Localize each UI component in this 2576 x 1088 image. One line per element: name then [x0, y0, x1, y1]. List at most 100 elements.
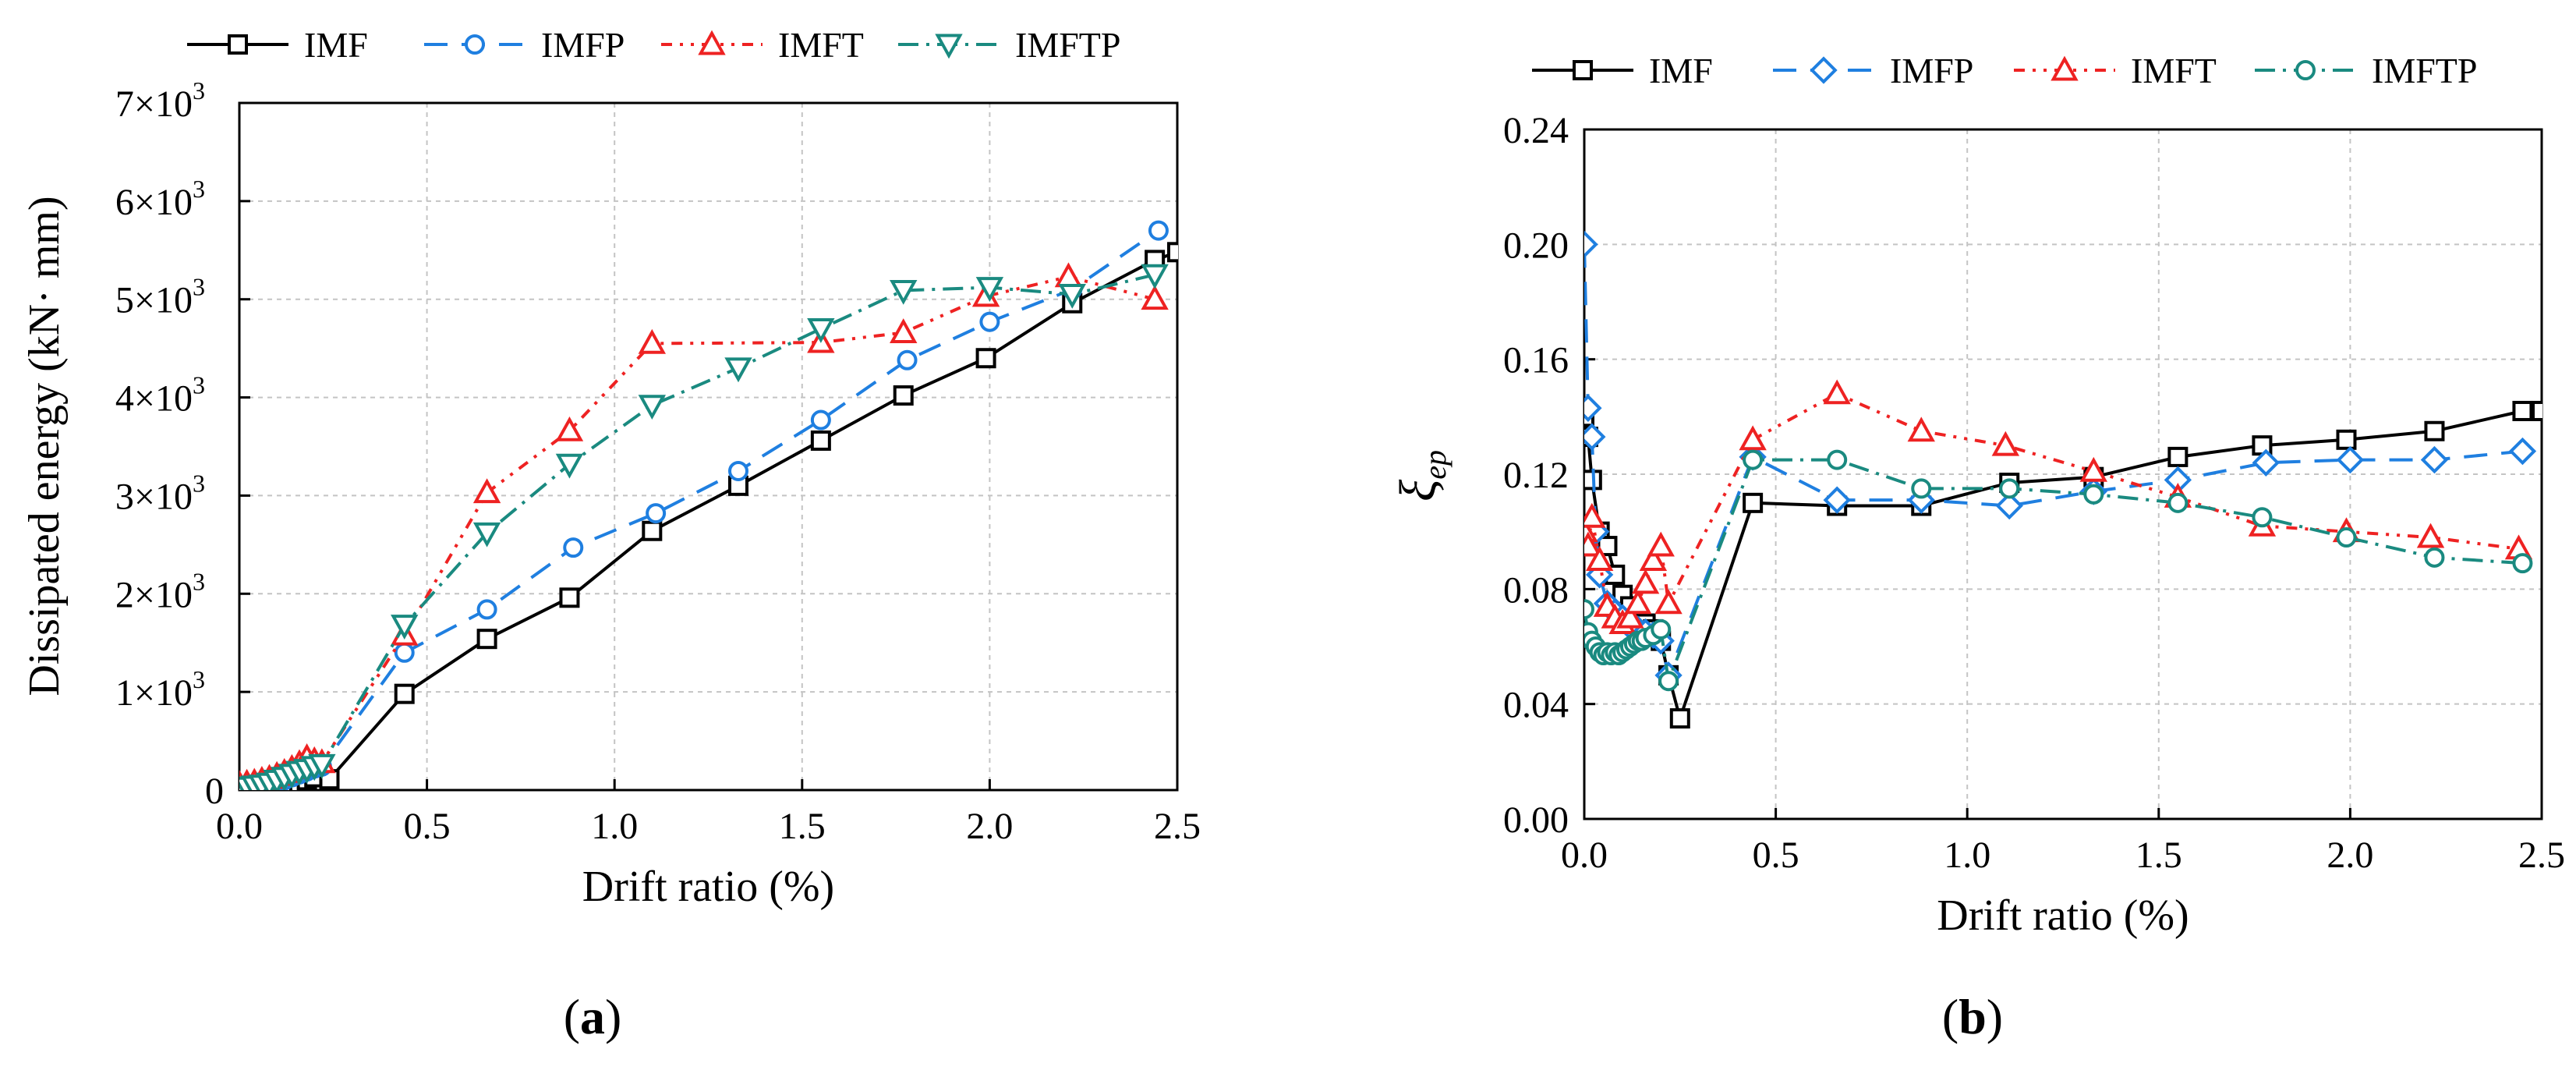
data-point-imft: [890, 318, 918, 343]
x-axis-title: Drift ratio (%): [582, 863, 834, 911]
data-point-imf: [975, 348, 996, 369]
legend-marker-imf: [1573, 60, 1593, 80]
x-tick-label: 0.5: [404, 806, 451, 847]
data-point-imfp: [2508, 437, 2537, 466]
panel-label-letter: b: [1959, 989, 1987, 1044]
data-point-imft: [1654, 589, 1683, 615]
data-point-imftp: [472, 522, 501, 548]
data-point-imft: [1624, 589, 1652, 615]
data-point-imfp: [727, 460, 748, 481]
y-tick-base: 3×10: [115, 476, 193, 517]
data-point-imfp: [1584, 423, 1606, 451]
x-tick-label: 1.0: [591, 806, 638, 847]
data-point-imfp: [1148, 220, 1169, 241]
series-imf: [1584, 400, 2542, 729]
data-point-imft: [2079, 456, 2107, 482]
data-point-imfp: [810, 409, 831, 431]
data-point-imft: [472, 478, 501, 504]
x-tick-label: 1.0: [1944, 835, 1990, 876]
legend-label-imfp: IMFP: [1890, 51, 1973, 90]
y-axis-title-subscript: ep: [1417, 450, 1453, 480]
data-point-imftp: [308, 753, 336, 779]
y-tick-label: 0.20: [1503, 225, 1569, 266]
panel-label-paren: (: [1942, 989, 1959, 1044]
data-point-imf: [810, 430, 831, 451]
data-point-imft: [1616, 603, 1644, 629]
legend: IMF IMFP IMFT IMFTP: [1532, 51, 2477, 90]
panel-label-letter: a: [580, 989, 605, 1044]
y-tick-label: 0.24: [1503, 110, 1569, 151]
chart-panel-b: 0.0 0.5 1.0 1.5 2.0 2.5 0.00 0.04 0.08 0.12 0.16 0.…: [1389, 51, 2565, 1044]
data-point-imftp: [2424, 547, 2445, 568]
data-point-imfp: [476, 599, 497, 620]
data-point-imftp: [807, 318, 835, 343]
series-imftp: [239, 264, 1169, 790]
data-point-imf: [1743, 492, 1764, 513]
y-axis-title-main: Dissipated energy (kN· mm): [20, 196, 69, 696]
data-point-imftp: [391, 615, 419, 640]
data-point-imf: [1597, 536, 1618, 557]
data-point-imftp: [1911, 478, 1932, 499]
data-point-imftp: [1743, 449, 1764, 470]
data-point-imftp: [1584, 599, 1594, 620]
data-point-imf: [559, 587, 580, 608]
y-axis-title-main: ξ: [1389, 479, 1446, 501]
x-tick-label: 1.5: [779, 806, 826, 847]
data-point-imf: [642, 520, 663, 541]
data-point-imft: [1631, 569, 1660, 594]
series-imfp: [239, 220, 1169, 790]
series-line-imftp: [1584, 458, 2523, 683]
x-axis-title: Drift ratio (%): [1937, 891, 2189, 940]
data-point-imf: [2167, 446, 2189, 467]
legend-label-imfp: IMFP: [541, 25, 625, 65]
y-tick-label: 0.12: [1503, 455, 1569, 496]
legend-marker-imft: [2051, 55, 2079, 81]
x-tick-label: 2.5: [2518, 835, 2565, 876]
data-point-imft: [1584, 502, 1606, 528]
data-point-imft: [2416, 523, 2445, 548]
data-point-imft: [1907, 416, 1935, 442]
data-point-imftp: [1058, 283, 1086, 309]
chart-panel-a: 0.0 0.5 1.0 1.5 2.0 2.501×1032×1033×1034×1035…: [20, 25, 1201, 1044]
data-point-imftp: [1827, 449, 1848, 470]
data-point-imft: [1141, 285, 1169, 310]
legend-marker-imf: [228, 34, 248, 55]
data-point-imftp: [2083, 484, 2104, 505]
data-point-imftp: [638, 395, 667, 420]
data-point-imftp: [975, 277, 1004, 303]
legend-label-imf: IMF: [1649, 51, 1713, 90]
data-point-imftp: [1141, 264, 1169, 289]
x-tick-label: 0.0: [1561, 835, 1608, 876]
y-tick-label: 0.08: [1503, 569, 1569, 611]
series-imftp: [1584, 449, 2533, 692]
data-point-imftp: [1999, 478, 2020, 499]
y-tick-label: 6×103: [115, 175, 205, 223]
series-line-imf: [1584, 409, 2542, 721]
data-point-imft: [1823, 379, 1851, 405]
legend: IMF IMFP IMFT IMFTP: [187, 25, 1120, 65]
data-point-imfp: [646, 503, 667, 524]
data-point-imft: [555, 416, 584, 441]
y-tick-label: 0.04: [1503, 685, 1569, 726]
series-imft: [1584, 379, 2533, 634]
y-axis-title: Dissipated energy (kN· mm): [20, 196, 69, 696]
data-point-imft: [1054, 262, 1083, 288]
data-point-imft: [1991, 431, 2020, 456]
y-tick-label: 7×103: [115, 76, 205, 125]
data-point-imfp: [1823, 486, 1851, 514]
y-tick-exponent: 3: [193, 469, 205, 497]
data-point-imft: [1647, 531, 1675, 557]
data-point-imf: [2532, 400, 2542, 421]
data-point-imftp: [1651, 618, 1672, 640]
y-tick-label: 0.16: [1503, 340, 1569, 381]
data-point-imftp: [555, 453, 584, 479]
y-axis-title: ξep: [1389, 450, 1453, 501]
data-point-imf: [2512, 400, 2533, 421]
plot-frame: [238, 101, 1179, 792]
legend-label-imft: IMFT: [2131, 51, 2217, 90]
x-tick-label: 1.5: [2135, 835, 2182, 876]
legend-marker-imfp: [1810, 56, 1838, 84]
data-point-imfp: [2252, 448, 2281, 477]
legend-label-imf: IMF: [304, 25, 368, 65]
data-point-imfp: [897, 349, 918, 370]
